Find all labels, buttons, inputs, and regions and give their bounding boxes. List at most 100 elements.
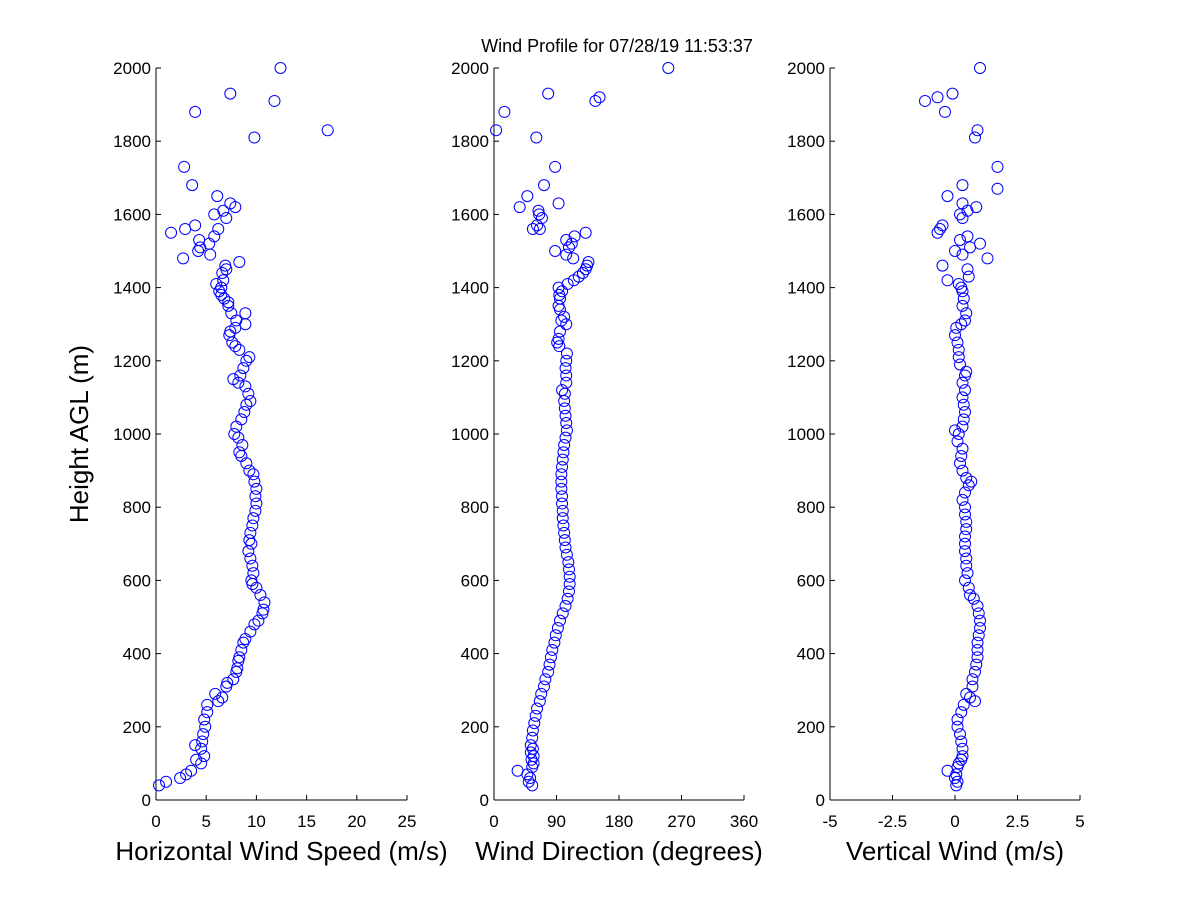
data-point (960, 515, 973, 528)
data-point (959, 384, 971, 397)
x-axis-label: Horizontal Wind Speed (m/s) (115, 836, 447, 866)
data-point (579, 226, 592, 239)
data-point (559, 409, 572, 422)
data-point (966, 680, 979, 693)
y-tick-label: 800 (797, 498, 825, 517)
data-point (230, 665, 243, 678)
data-point (189, 105, 202, 118)
data-point (165, 226, 178, 239)
x-tick-label: 5 (1075, 812, 1084, 831)
x-tick-label: 0 (950, 812, 959, 831)
data-point (250, 497, 263, 510)
data-point (563, 585, 575, 598)
data-point (562, 556, 575, 569)
y-tick-label: 1200 (787, 352, 825, 371)
data-point (955, 449, 968, 462)
data-point (959, 537, 971, 550)
data-point (244, 625, 257, 638)
data-point (959, 406, 971, 419)
data-point (556, 512, 569, 525)
data-point (239, 380, 252, 393)
data-point (936, 259, 949, 272)
data-point (955, 281, 968, 294)
data-point (195, 742, 208, 755)
x-tick-label: 2.5 (1006, 812, 1030, 831)
y-tick-label: 0 (816, 791, 825, 810)
data-point (555, 468, 568, 481)
data-point (954, 358, 966, 371)
data-point (220, 212, 233, 225)
data-point (198, 750, 211, 763)
data-point (952, 277, 965, 290)
data-point (957, 398, 970, 411)
data-point (970, 201, 983, 214)
data-point (556, 460, 569, 473)
data-point (966, 673, 979, 686)
data-point (217, 274, 230, 287)
y-tick-label: 1400 (113, 279, 151, 298)
data-point (931, 91, 944, 104)
x-tick-label: 0 (489, 812, 498, 831)
data-point (956, 420, 969, 433)
data-point (960, 471, 973, 484)
data-point (952, 351, 965, 364)
data-point (959, 508, 971, 521)
y-tick-label: 1800 (113, 132, 151, 151)
data-point (939, 105, 951, 118)
data-point (964, 241, 976, 254)
data-point (558, 387, 571, 400)
data-point (954, 234, 966, 247)
data-point (533, 208, 546, 221)
data-point (556, 490, 569, 503)
x-tick-label: 25 (398, 812, 417, 831)
data-point (919, 94, 931, 107)
x-tick-label: 180 (605, 812, 633, 831)
data-point (223, 329, 236, 342)
data-point (563, 241, 575, 254)
y-tick-label: 1200 (451, 352, 489, 371)
data-point (959, 530, 971, 543)
y-tick-label: 0 (142, 791, 151, 810)
data-point (153, 779, 166, 792)
data-point (212, 695, 225, 708)
data-point (991, 160, 1004, 173)
data-point (560, 234, 573, 247)
data-point (954, 457, 966, 470)
data-point (952, 757, 965, 770)
data-point (553, 288, 566, 301)
data-point (532, 204, 545, 217)
data-point (971, 651, 984, 664)
data-point (971, 636, 984, 649)
data-point (524, 772, 537, 785)
data-point (243, 534, 256, 547)
data-point (538, 179, 550, 192)
data-point (964, 589, 976, 602)
data-point (526, 223, 539, 236)
data-point (560, 424, 573, 437)
y-tick-label: 1200 (113, 352, 151, 371)
figure-title: Wind Profile for 07/28/19 11:53:37 (481, 36, 753, 56)
data-point (936, 219, 949, 232)
data-point (956, 299, 969, 312)
x-tick-label: 90 (547, 812, 566, 831)
data-point (951, 720, 964, 733)
data-point (189, 219, 202, 232)
data-point (946, 87, 959, 100)
data-point (230, 314, 243, 327)
data-point (248, 131, 261, 144)
data-point (991, 182, 1004, 195)
data-point (956, 750, 969, 763)
data-point (160, 775, 173, 788)
data-point (567, 274, 580, 287)
data-point (555, 475, 568, 488)
data-point (199, 720, 212, 733)
data-point (959, 486, 971, 499)
data-point (954, 728, 966, 741)
data-point (964, 691, 976, 704)
data-point (961, 263, 974, 276)
data-point (227, 673, 240, 686)
y-tick-label: 2000 (787, 59, 825, 78)
data-point (974, 62, 986, 74)
data-point (246, 519, 259, 532)
data-point (225, 307, 238, 320)
